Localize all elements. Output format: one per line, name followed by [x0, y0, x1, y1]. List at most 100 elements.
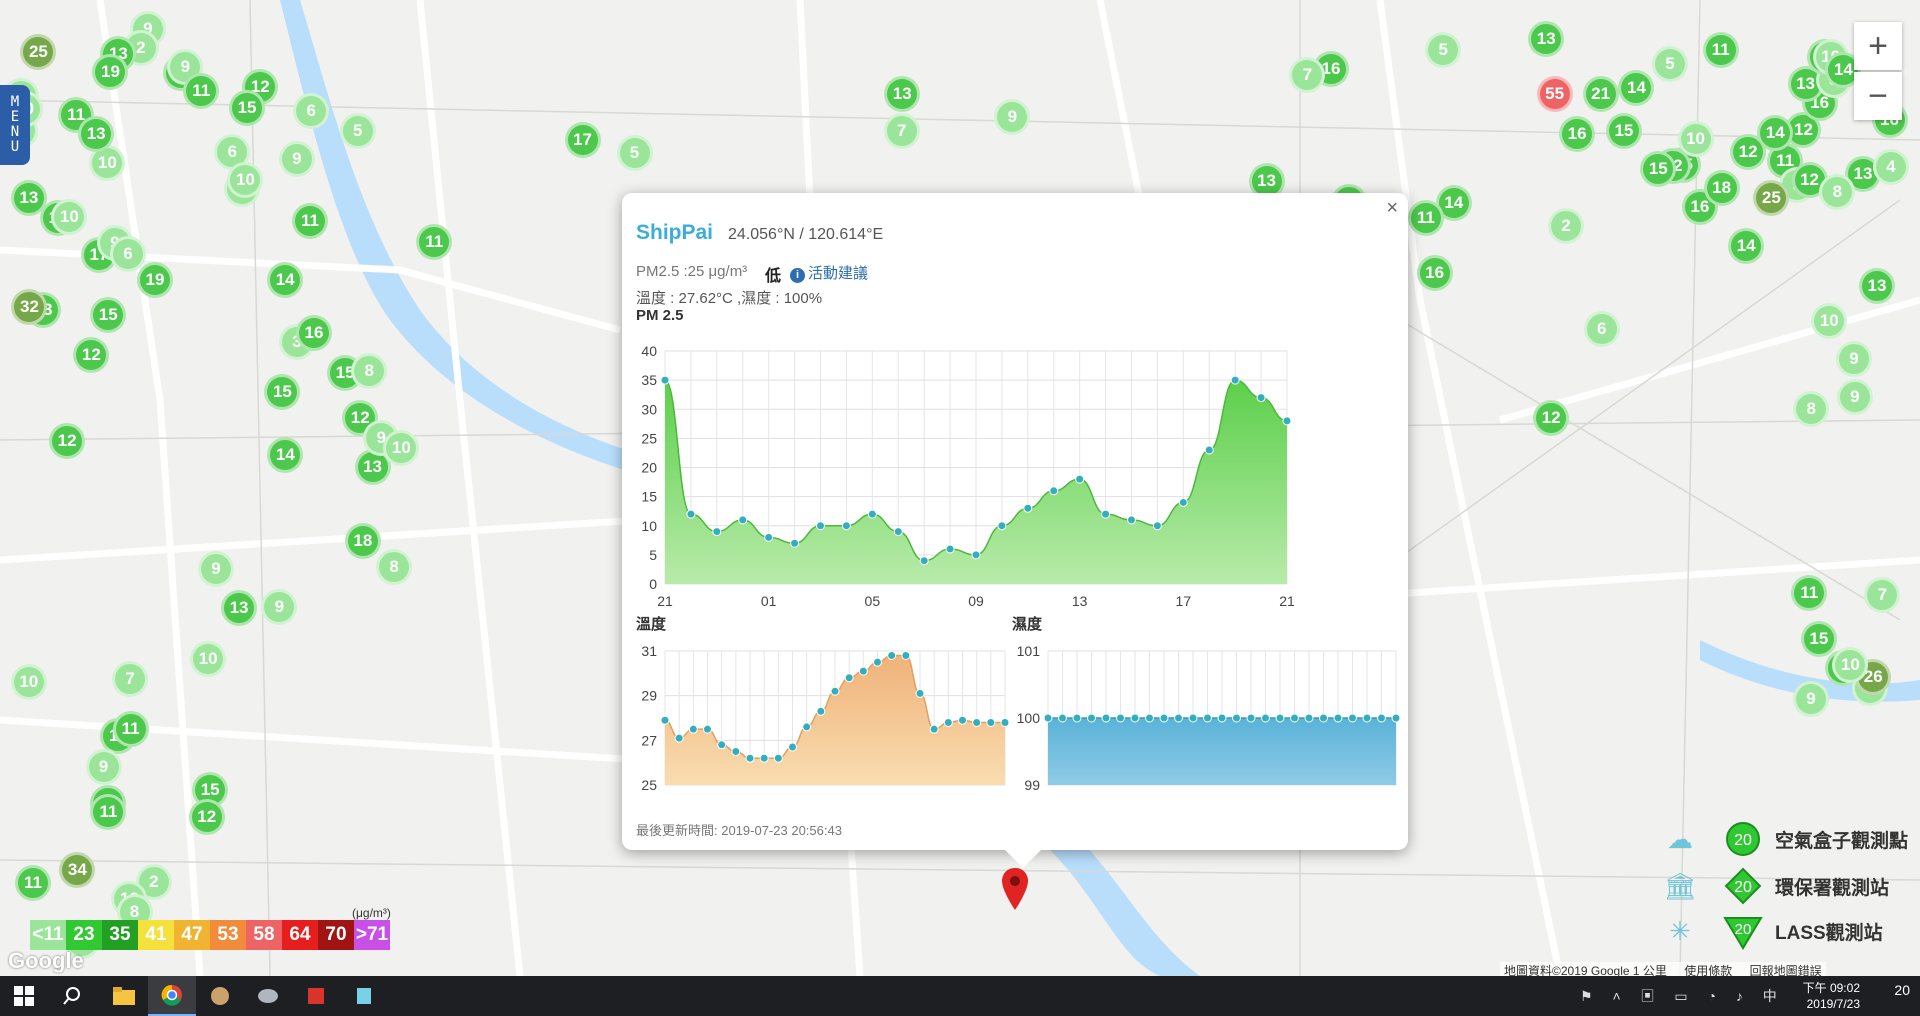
station-marker[interactable]: 14 — [267, 436, 304, 473]
station-marker[interactable]: 7 — [112, 660, 149, 697]
station-marker[interactable]: 12 — [73, 337, 110, 374]
station-marker[interactable]: 32 — [11, 289, 48, 326]
station-marker[interactable]: 10 — [1832, 647, 1869, 684]
station-marker[interactable]: 16 — [1559, 115, 1596, 152]
station-marker[interactable]: 12 — [1533, 400, 1570, 437]
station-marker[interactable]: 25 — [20, 33, 57, 70]
station-marker[interactable]: 11 — [416, 223, 453, 260]
station-marker[interactable]: 11 — [15, 865, 52, 902]
station-marker[interactable]: 8 — [351, 352, 388, 389]
station-marker[interactable]: 11 — [183, 73, 220, 109]
notification-icon[interactable]: 20 — [1894, 982, 1910, 998]
station-marker[interactable]: 18 — [1703, 169, 1740, 206]
station-marker[interactable]: 8 — [376, 548, 413, 585]
station-marker[interactable]: 10 — [227, 161, 264, 198]
station-marker[interactable]: 7 — [1864, 577, 1901, 613]
station-marker[interactable]: 13 — [221, 590, 258, 626]
station-marker[interactable]: 11 — [1702, 31, 1739, 68]
station-marker[interactable]: 11 — [90, 794, 127, 831]
station-marker[interactable]: 19 — [136, 262, 173, 299]
station-marker[interactable]: 9 — [261, 588, 298, 625]
station-marker[interactable]: 15 — [90, 297, 127, 334]
app-icon-1[interactable] — [196, 976, 244, 1016]
station-marker[interactable]: 10 — [51, 198, 88, 235]
station-marker[interactable]: 10 — [190, 640, 227, 677]
station-marker[interactable]: 19 — [92, 53, 129, 90]
terms-link[interactable]: 使用條款 — [1684, 964, 1733, 978]
search-icon[interactable] — [48, 976, 96, 1016]
ime-indicator[interactable]: 中 — [1762, 988, 1785, 1004]
station-marker[interactable]: 9 — [1836, 341, 1872, 378]
station-marker[interactable]: 10 — [10, 664, 47, 701]
chrome-icon[interactable] — [148, 976, 196, 1016]
station-marker[interactable]: 9 — [1836, 378, 1873, 415]
station-marker[interactable]: 16 — [1416, 255, 1453, 292]
station-marker[interactable]: 13 — [10, 180, 47, 217]
station-marker[interactable]: 15 — [1640, 151, 1677, 188]
station-marker[interactable]: 13 — [78, 115, 115, 152]
station-marker[interactable]: 25 — [1753, 179, 1790, 216]
station-marker[interactable]: 14 — [1757, 115, 1794, 152]
map[interactable]: 9131651355141151757211679139121715161518… — [0, 0, 1920, 976]
station-marker[interactable]: 15 — [1605, 112, 1642, 149]
station-marker[interactable]: 11 — [291, 202, 328, 239]
station-marker[interactable]: 6 — [1583, 311, 1620, 348]
station-marker[interactable]: 34 — [59, 852, 96, 888]
station-marker[interactable]: 6 — [214, 133, 251, 170]
station-marker[interactable]: 15 — [1800, 621, 1837, 657]
station-marker[interactable]: 14 — [1728, 228, 1765, 265]
station-marker[interactable]: 11 — [1791, 574, 1828, 611]
station-marker[interactable]: 9 — [278, 141, 315, 178]
station-marker[interactable]: 12 — [49, 422, 86, 459]
station-marker[interactable]: 13 — [354, 449, 391, 486]
report-map-error-link[interactable]: 回報地圖錯誤 — [1749, 964, 1822, 978]
windows-start-icon[interactable] — [0, 976, 48, 1016]
zoom-out-button[interactable]: − — [1854, 72, 1902, 120]
station-marker[interactable]: 17 — [564, 122, 601, 159]
station-marker[interactable]: 9 — [1792, 681, 1829, 718]
station-marker[interactable]: 16 — [296, 314, 333, 351]
station-marker[interactable]: 5 — [1652, 46, 1689, 82]
station-marker[interactable]: 9 — [994, 98, 1031, 135]
station-marker[interactable]: 18 — [344, 523, 381, 559]
station-marker[interactable]: 2 — [135, 864, 172, 900]
station-marker[interactable]: 7 — [1289, 56, 1326, 93]
station-marker[interactable]: 5 — [339, 112, 376, 149]
station-marker[interactable]: 14 — [267, 262, 304, 299]
station-marker[interactable]: 21 — [1582, 76, 1619, 113]
station-marker[interactable]: 9 — [197, 550, 234, 587]
station-marker[interactable]: 9 — [85, 749, 122, 785]
zoom-in-button[interactable]: + — [1854, 22, 1902, 70]
station-marker[interactable]: 11 — [112, 711, 149, 748]
station-marker[interactable]: 11 — [1407, 200, 1444, 237]
system-tray-icons[interactable]: ⚑ ˄ ▣ ▭ ◔ ♪ 中 — [1580, 988, 1785, 1004]
station-marker[interactable]: 4 — [1872, 149, 1909, 185]
station-marker[interactable]: 10 — [1811, 303, 1848, 340]
station-marker[interactable]: 10 — [383, 430, 420, 467]
station-marker[interactable]: 2 — [1547, 207, 1584, 244]
station-marker[interactable]: 13 — [1859, 268, 1895, 305]
app-icon-3[interactable] — [340, 976, 388, 1016]
station-marker[interactable]: 14 — [1618, 69, 1655, 106]
location-pin-icon[interactable] — [1000, 866, 1030, 912]
station-marker[interactable]: 5 — [616, 134, 653, 171]
station-marker[interactable]: 55 — [1536, 76, 1573, 112]
app-icon-2[interactable] — [244, 976, 292, 1016]
station-marker[interactable]: 13 — [1528, 20, 1565, 57]
close-button[interactable]: × — [1386, 197, 1398, 219]
station-marker[interactable]: 6 — [109, 236, 146, 273]
file-explorer-icon[interactable] — [100, 976, 148, 1016]
station-marker[interactable]: 6 — [293, 92, 330, 129]
station-marker[interactable]: 15 — [264, 374, 301, 410]
station-marker[interactable]: 13 — [884, 76, 921, 113]
station-marker[interactable]: 5 — [1425, 31, 1462, 68]
station-marker[interactable]: 8 — [1819, 174, 1856, 211]
menu-button[interactable]: MENU — [0, 85, 30, 165]
station-marker[interactable]: 12 — [188, 798, 225, 835]
station-marker[interactable]: 15 — [229, 90, 266, 127]
clock[interactable]: 下午 09:02 2019/7/23 — [1803, 980, 1860, 1012]
station-marker[interactable]: 11 — [58, 97, 95, 134]
activity-advice-link[interactable]: i 活動建議 — [790, 262, 868, 283]
station-marker[interactable]: 7 — [883, 113, 920, 150]
sketchup-icon[interactable] — [292, 976, 340, 1016]
